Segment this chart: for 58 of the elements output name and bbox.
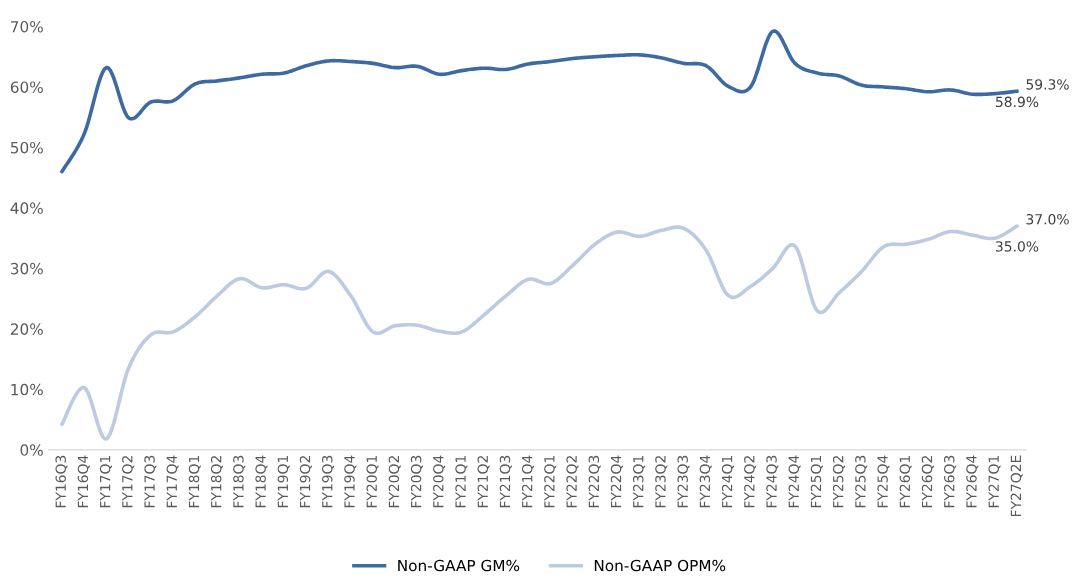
- legend-label: Non-GAAP OPM%: [594, 559, 726, 572]
- y-tick-label: 50%: [10, 141, 43, 154]
- x-tick-label: FY19Q2: [299, 456, 312, 508]
- x-tick-label: FY24Q4: [788, 455, 801, 508]
- x-tick-label: FY18Q4: [255, 455, 268, 508]
- x-tick-label: FY19Q4: [344, 455, 357, 508]
- x-tick-label: FY25Q2: [832, 456, 846, 508]
- x-tick-label: FY24Q1: [721, 455, 734, 508]
- x-tick-label: FY17Q3: [144, 455, 157, 508]
- x-tick-label: FY24Q2: [744, 456, 757, 508]
- data-label: 58.9%: [995, 96, 1039, 108]
- y-tick-label: 10%: [11, 383, 43, 396]
- x-tick-label: FY20Q2: [388, 456, 401, 508]
- data-label: 59.3%: [1026, 79, 1069, 90]
- x-tick-label: FY23Q2: [655, 456, 668, 508]
- x-tick-label: FY17Q1: [99, 455, 112, 508]
- data-label: 35.0%: [995, 241, 1039, 252]
- x-tick-label: FY17Q2: [122, 456, 135, 508]
- y-tick-label: 0%: [20, 444, 43, 456]
- y-tick-label: 40%: [10, 202, 43, 214]
- x-tick-label: FY18Q1: [188, 455, 201, 508]
- x-tick-label: FY25Q1: [810, 455, 823, 508]
- y-tick-label: 70%: [11, 20, 43, 33]
- x-tick-label: FY17Q4: [166, 455, 179, 508]
- x-tick-label: FY23Q1: [633, 455, 646, 508]
- legend-label: Non-GAAP GM%: [398, 559, 520, 572]
- x-tick-label: FY25Q4: [877, 455, 890, 508]
- x-tick-label: FY22Q1: [544, 455, 557, 508]
- x-tick-label: FY21Q1: [455, 455, 468, 508]
- x-tick-label: FY16Q3: [55, 455, 68, 508]
- x-tick-label: FY26Q4: [966, 455, 979, 508]
- x-tick-label: FY21Q4: [521, 455, 535, 508]
- data-label: 37.0%: [1026, 214, 1069, 225]
- x-tick-label: FY22Q4: [610, 455, 623, 508]
- x-tick-label: FY18Q3: [233, 455, 246, 508]
- x-tick-label: FY20Q1: [366, 455, 379, 508]
- x-tick-label: FY20Q4: [433, 455, 446, 508]
- x-tick-label: FY26Q3: [944, 455, 957, 508]
- y-tick-label: 20%: [10, 323, 43, 335]
- x-tick-label: FY23Q3: [677, 455, 690, 508]
- x-tick-label: FY19Q1: [277, 455, 290, 508]
- x-tick-label: FY27Q2E: [1010, 455, 1023, 517]
- x-tick-label: FY27Q1: [988, 455, 1001, 508]
- x-tick-label: FY16Q4: [77, 455, 90, 508]
- x-tick-label: FY25Q3: [855, 455, 868, 508]
- x-tick-label: FY20Q3: [410, 455, 423, 508]
- x-tick-label: FY21Q3: [499, 455, 512, 508]
- x-tick-label: FY22Q3: [588, 455, 601, 508]
- x-tick-label: FY26Q2: [921, 456, 934, 508]
- x-tick-label: FY19Q3: [322, 455, 335, 508]
- x-tick-label: FY23Q4: [699, 455, 712, 508]
- x-tick-label: FY26Q1: [899, 455, 912, 508]
- y-tick-label: 60%: [10, 81, 43, 93]
- x-tick-label: FY22Q2: [566, 456, 579, 508]
- x-tick-label: FY18Q2: [210, 456, 224, 508]
- y-tick-label: 30%: [10, 262, 43, 275]
- x-tick-label: FY24Q3: [766, 455, 779, 508]
- x-tick-label: FY21Q2: [477, 456, 490, 508]
